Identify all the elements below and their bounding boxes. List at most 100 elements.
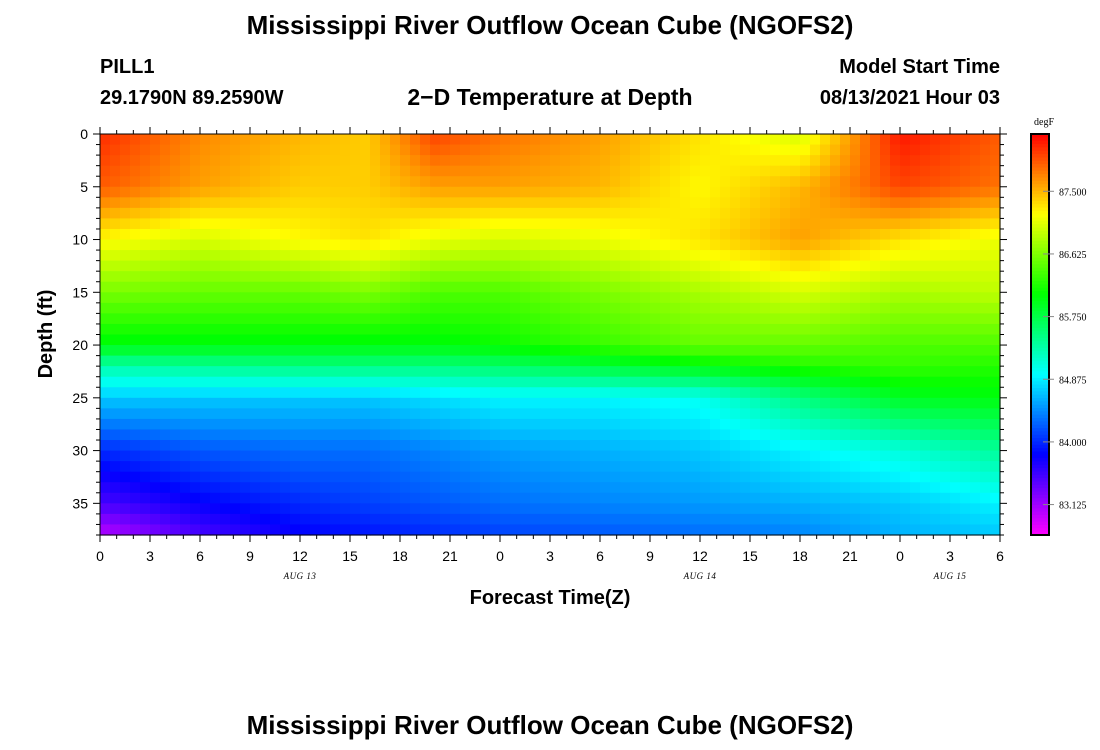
- heatmap-cell: [320, 461, 331, 473]
- heatmap-cell: [750, 218, 761, 230]
- heatmap-cell: [590, 503, 601, 515]
- heatmap-cell: [580, 207, 591, 220]
- heatmap-cell: [410, 471, 421, 483]
- heatmap-cell: [760, 482, 771, 494]
- heatmap-cell: [120, 461, 131, 473]
- heatmap-cell: [450, 524, 461, 536]
- heatmap-cell: [530, 461, 541, 473]
- heatmap-cell: [130, 218, 141, 230]
- heatmap-cell: [450, 292, 461, 304]
- heatmap-cell: [620, 503, 631, 515]
- heatmap-cell: [460, 239, 471, 251]
- heatmap-cell: [990, 524, 1001, 536]
- heatmap-cell: [290, 197, 301, 209]
- heatmap-cell: [260, 250, 271, 262]
- heatmap-cell: [930, 429, 941, 441]
- heatmap-cell: [540, 228, 551, 241]
- heatmap-cell: [570, 155, 581, 167]
- heatmap-cell: [190, 134, 201, 146]
- heatmap-cell: [510, 429, 521, 441]
- heatmap-cell: [870, 429, 881, 441]
- heatmap-cell: [680, 186, 691, 198]
- heatmap-cell: [250, 134, 261, 146]
- heatmap-cell: [360, 418, 371, 431]
- heatmap-cell: [210, 450, 221, 462]
- heatmap-cell: [420, 250, 431, 262]
- heatmap-cell: [840, 355, 851, 367]
- heatmap-cell: [400, 345, 411, 357]
- heatmap-cell: [730, 450, 741, 462]
- heatmap-cell: [250, 144, 261, 156]
- heatmap-cell: [300, 186, 311, 198]
- heatmap-cell: [790, 513, 801, 526]
- heatmap-cell: [580, 471, 591, 483]
- heatmap-cell: [100, 334, 111, 346]
- heatmap-cell: [970, 165, 981, 177]
- heatmap-cell: [820, 366, 831, 378]
- heatmap-cell: [720, 302, 731, 314]
- heatmap-cell: [260, 334, 271, 346]
- heatmap-cell: [180, 429, 191, 441]
- heatmap-cell: [520, 345, 531, 357]
- heatmap-cell: [300, 155, 311, 167]
- heatmap-cell: [120, 345, 131, 357]
- heatmap-cell: [730, 345, 741, 357]
- heatmap-cell: [560, 155, 571, 167]
- heatmap-cell: [860, 144, 871, 156]
- date-label: AUG 15: [933, 571, 967, 581]
- heatmap-cell: [230, 482, 241, 494]
- heatmap-cell: [470, 503, 481, 515]
- heatmap-cell: [850, 461, 861, 473]
- heatmap-cell: [520, 429, 531, 441]
- heatmap-cell: [360, 302, 371, 314]
- heatmap-cell: [470, 207, 481, 220]
- heatmap-cell: [600, 397, 611, 409]
- heatmap-cell: [330, 176, 341, 188]
- heatmap-cell: [480, 228, 491, 241]
- heatmap-cell: [840, 408, 851, 420]
- heatmap-cell: [310, 471, 321, 483]
- heatmap-cell: [870, 260, 881, 272]
- heatmap-cell: [710, 165, 721, 177]
- heatmap-cell: [700, 218, 711, 230]
- heatmap-cell: [600, 260, 611, 272]
- heatmap-cell: [680, 281, 691, 293]
- heatmap-cell: [850, 503, 861, 515]
- heatmap-cell: [180, 503, 191, 515]
- heatmap-cell: [150, 492, 161, 504]
- heatmap-cell: [350, 176, 361, 188]
- heatmap-cell: [610, 345, 621, 357]
- heatmap-cell: [880, 218, 891, 230]
- heatmap-cell: [770, 165, 781, 177]
- heatmap-cell: [530, 334, 541, 346]
- heatmap-cell: [300, 334, 311, 346]
- heatmap-cell: [560, 239, 571, 251]
- heatmap-cell: [980, 134, 991, 146]
- colorbar-swatch: [1031, 271, 1049, 275]
- heatmap-cell: [150, 250, 161, 262]
- heatmap-cell: [260, 144, 271, 156]
- heatmap-cell: [340, 461, 351, 473]
- heatmap-cell: [140, 218, 151, 230]
- heatmap-cell: [270, 450, 281, 462]
- heatmap-cell: [960, 355, 971, 367]
- heatmap-cell: [700, 165, 711, 177]
- heatmap-cell: [660, 155, 671, 167]
- heatmap-cell: [210, 513, 221, 526]
- heatmap-cell: [410, 334, 421, 346]
- heatmap-cell: [910, 418, 921, 431]
- heatmap-cell: [730, 492, 741, 504]
- heatmap-cell: [520, 397, 531, 409]
- heatmap-cell: [310, 228, 321, 241]
- heatmap-cell: [180, 408, 191, 420]
- x-tick-label: 18: [392, 548, 408, 564]
- heatmap-cell: [790, 376, 801, 388]
- heatmap-cell: [960, 228, 971, 241]
- heatmap-cell: [580, 155, 591, 167]
- heatmap-cell: [950, 165, 961, 177]
- heatmap-cell: [110, 165, 121, 177]
- heatmap-cell: [580, 134, 591, 146]
- heatmap-cell: [500, 366, 511, 378]
- heatmap-cell: [960, 281, 971, 293]
- heatmap-cell: [110, 492, 121, 504]
